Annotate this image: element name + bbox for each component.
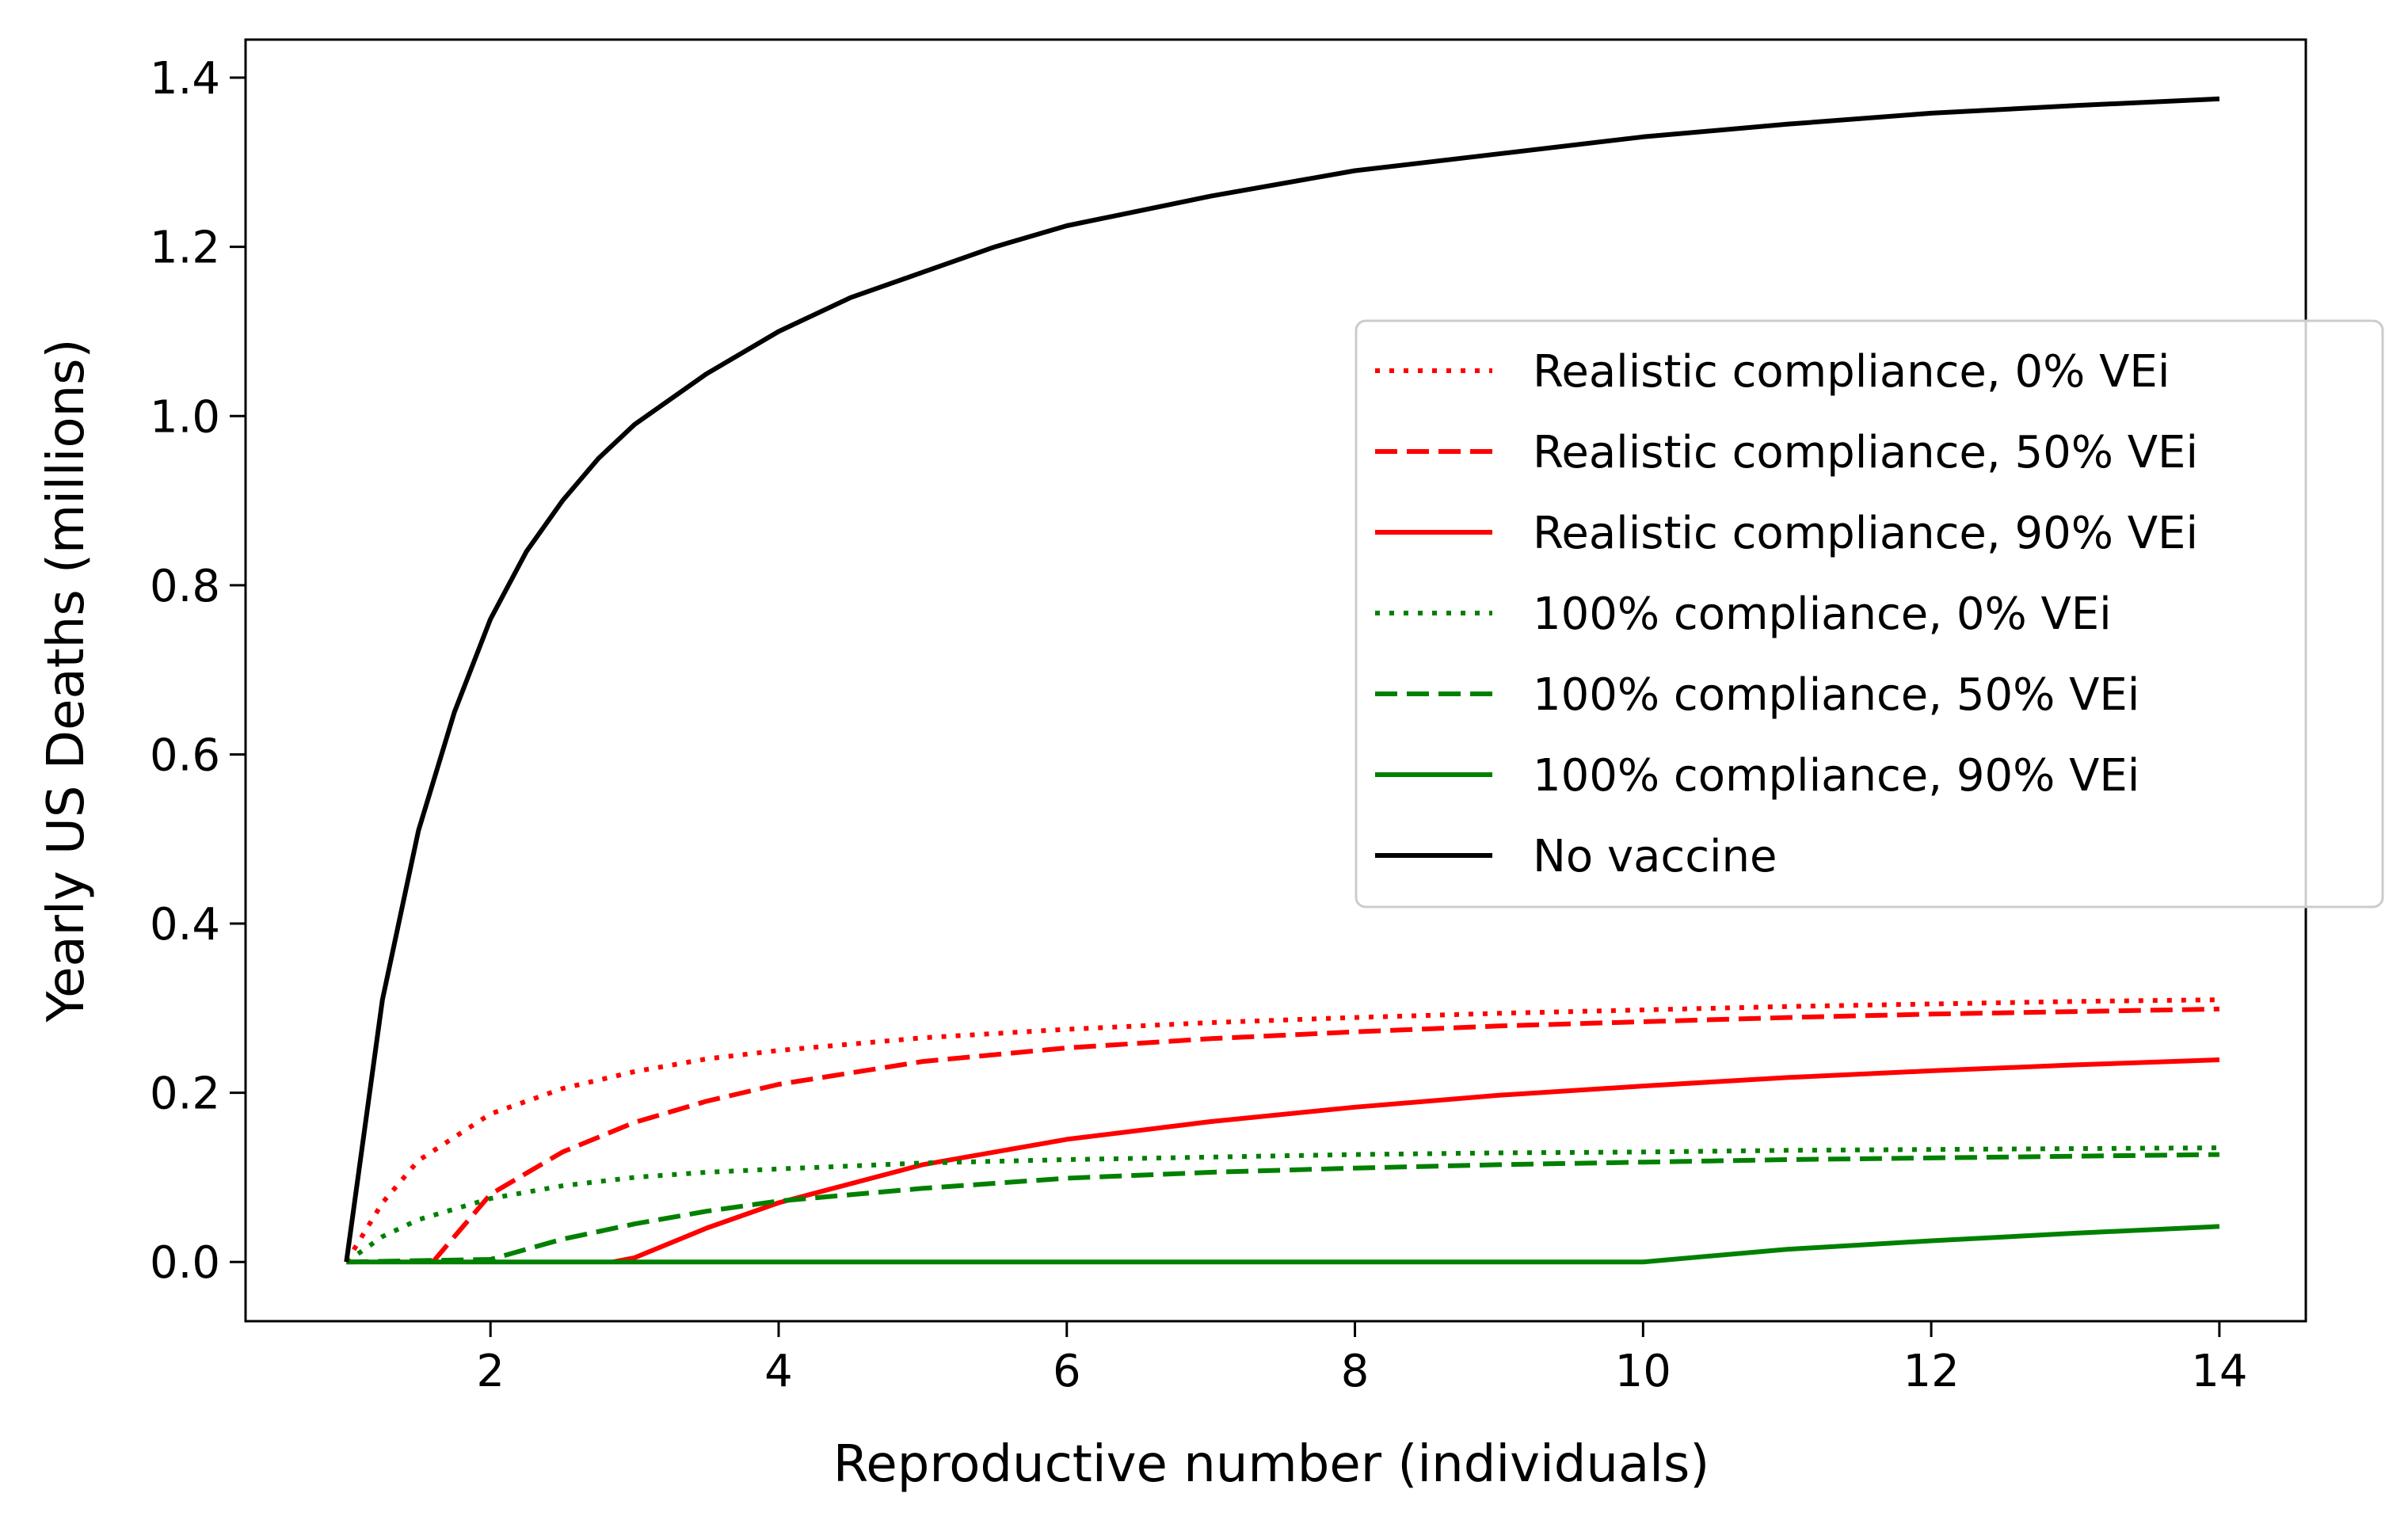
legend-label-3: Realistic compliance, 90% VEi xyxy=(1533,508,2198,559)
legend-label-5: 100% compliance, 50% VEi xyxy=(1533,669,2139,721)
series-line-6 xyxy=(346,1224,2220,1265)
x-axis: 2 4 6 8 10 12 14 xyxy=(476,1321,2248,1397)
x-tick-label: 6 xyxy=(1053,1346,1081,1397)
y-tick-label: 1.0 xyxy=(150,391,220,443)
series-layer xyxy=(344,96,2220,1265)
y-tick-label: 0.0 xyxy=(150,1237,220,1289)
series-line-7 xyxy=(344,96,2220,1263)
y-tick-label: 0.8 xyxy=(150,561,220,612)
y-tick-label: 0.6 xyxy=(150,730,220,781)
series-line-3 xyxy=(612,1057,2220,1265)
legend-label-1: Realistic compliance, 0% VEi xyxy=(1533,346,2170,398)
y-axis: 0.0 0.2 0.4 0.6 0.8 1.0 1.2 1.4 xyxy=(150,53,246,1289)
legend-label-2: Realistic compliance, 50% VEi xyxy=(1533,427,2198,478)
y-axis-label: Yearly US Deaths (millions) xyxy=(37,339,96,1023)
series-line-1 xyxy=(344,997,2219,1263)
x-axis-label: Reproductive number (individuals) xyxy=(833,1435,1710,1494)
series-line-4 xyxy=(345,1145,2219,1264)
y-tick-label: 1.2 xyxy=(150,223,220,274)
x-tick-label: 8 xyxy=(1341,1346,1370,1397)
y-tick-label: 0.4 xyxy=(150,899,220,950)
legend-label-4: 100% compliance, 0% VEi xyxy=(1533,589,2112,640)
x-tick-label: 2 xyxy=(476,1346,505,1397)
legend: Realistic compliance, 0% VEi Realistic co… xyxy=(1354,319,2384,909)
series-line-5 xyxy=(346,1152,2219,1265)
legend-label-6: 100% compliance, 90% VEi xyxy=(1533,750,2139,802)
x-tick-label: 4 xyxy=(764,1346,793,1397)
x-tick-label: 10 xyxy=(1615,1346,1671,1397)
series-line-2 xyxy=(431,1006,2219,1264)
x-tick-label: 12 xyxy=(1903,1346,1959,1397)
legend-label-7: No vaccine xyxy=(1533,831,1777,882)
y-tick-label: 1.4 xyxy=(150,53,220,105)
legend-box xyxy=(1354,319,2384,909)
y-tick-label: 0.2 xyxy=(150,1069,220,1120)
x-tick-label: 14 xyxy=(2191,1346,2247,1397)
